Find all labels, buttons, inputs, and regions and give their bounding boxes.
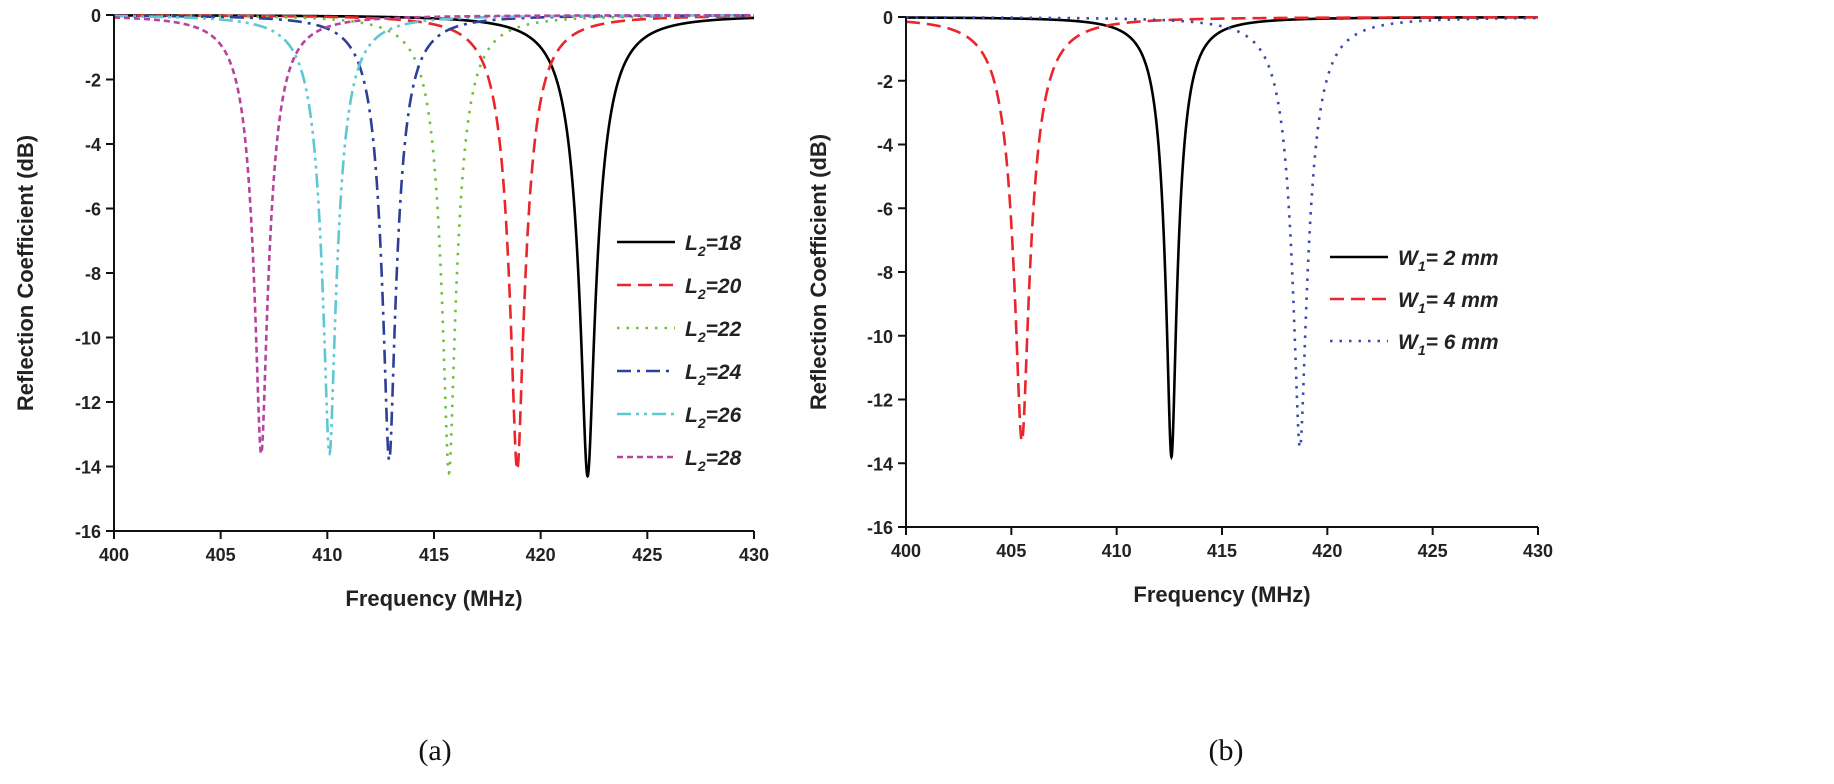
panel-caption: (b) bbox=[1209, 734, 1244, 767]
legend-label: L2=24 bbox=[685, 361, 742, 388]
series-line-W1-2-mm bbox=[906, 15, 1538, 461]
legend-sub: 1 bbox=[1418, 258, 1426, 274]
x-tick-label: 410 bbox=[1102, 541, 1132, 561]
series-line-L2-24 bbox=[114, 14, 754, 463]
y-tick-label: -6 bbox=[85, 200, 101, 220]
legend-label: L2=26 bbox=[685, 404, 742, 431]
legend-var: W bbox=[1398, 289, 1420, 312]
legend-rest: =28 bbox=[706, 447, 742, 470]
x-tick-label: 430 bbox=[1523, 541, 1553, 561]
y-tick-label: 0 bbox=[91, 6, 101, 26]
legend-rest: =24 bbox=[706, 361, 742, 384]
legend-label: L2=28 bbox=[685, 447, 742, 474]
x-tick-label: 425 bbox=[632, 545, 662, 565]
y-tick-label: -16 bbox=[75, 522, 101, 542]
legend-label: W1= 6 mm bbox=[1398, 331, 1499, 358]
x-tick-label: 415 bbox=[1207, 541, 1237, 561]
y-tick-label: -8 bbox=[85, 264, 101, 284]
y-tick-label: -4 bbox=[85, 135, 101, 155]
legend-var: L bbox=[685, 275, 698, 298]
legend-label: L2=20 bbox=[685, 275, 742, 302]
series-line-W1-4-mm bbox=[905, 15, 1538, 444]
y-tick-label: -12 bbox=[75, 393, 101, 413]
legend-var: L bbox=[685, 447, 698, 470]
x-tick-label: 420 bbox=[526, 545, 556, 565]
legend-var: L bbox=[685, 232, 698, 255]
series-line-L2-18 bbox=[114, 14, 755, 479]
series-line-L2-26 bbox=[114, 14, 755, 457]
legend-var: W bbox=[1398, 247, 1420, 270]
legend-sub: 2 bbox=[697, 458, 706, 474]
legend-sub: 1 bbox=[1418, 300, 1426, 316]
legend-var: L bbox=[685, 404, 698, 427]
y-tick-label: -8 bbox=[877, 263, 893, 283]
y-tick-label: -14 bbox=[75, 458, 101, 478]
legend-label: W1= 4 mm bbox=[1398, 289, 1499, 316]
legend-rest: = 6 mm bbox=[1426, 331, 1499, 354]
legend-sub: 1 bbox=[1418, 342, 1426, 358]
x-axis-label: Frequency (MHz) bbox=[1133, 582, 1310, 607]
x-tick-label: 405 bbox=[996, 541, 1026, 561]
x-axis-label: Frequency (MHz) bbox=[345, 586, 522, 611]
y-tick-label: -12 bbox=[867, 391, 893, 411]
y-tick-label: -2 bbox=[877, 72, 893, 92]
y-axis-label: Reflection Coefficient (dB) bbox=[806, 134, 831, 410]
series-line-W1-6-mm bbox=[906, 16, 1538, 450]
y-tick-label: 0 bbox=[883, 8, 893, 28]
legend-sub: 2 bbox=[697, 372, 706, 388]
legend-sub: 2 bbox=[697, 286, 706, 302]
x-tick-label: 430 bbox=[739, 545, 769, 565]
x-tick-label: 400 bbox=[99, 545, 129, 565]
y-tick-label: -10 bbox=[75, 329, 101, 349]
series-line-L2-22 bbox=[114, 14, 754, 476]
x-tick-label: 425 bbox=[1418, 541, 1448, 561]
x-tick-label: 420 bbox=[1312, 541, 1342, 561]
legend-sub: 2 bbox=[697, 415, 706, 431]
legend-rest: =26 bbox=[706, 404, 742, 427]
series-line-L2-28 bbox=[113, 13, 754, 457]
y-axis-label: Reflection Coefficient (dB) bbox=[13, 135, 38, 411]
legend-rest: = 4 mm bbox=[1426, 289, 1499, 312]
legend-sub: 2 bbox=[697, 243, 706, 259]
legend-var: W bbox=[1398, 331, 1420, 354]
y-tick-label: -10 bbox=[867, 327, 893, 347]
legend-label: W1= 2 mm bbox=[1398, 247, 1499, 274]
y-tick-label: -14 bbox=[867, 454, 893, 474]
legend-rest: =20 bbox=[706, 275, 742, 298]
y-tick-label: -4 bbox=[877, 136, 893, 156]
x-tick-label: 415 bbox=[419, 545, 449, 565]
legend-rest: = 2 mm bbox=[1426, 247, 1499, 270]
y-tick-label: -16 bbox=[867, 518, 893, 538]
x-tick-label: 405 bbox=[206, 545, 236, 565]
legend-var: L bbox=[685, 318, 698, 341]
legend-label: L2=22 bbox=[685, 318, 742, 345]
x-tick-label: 410 bbox=[312, 545, 342, 565]
x-tick-label: 400 bbox=[891, 541, 921, 561]
panel-caption: (a) bbox=[418, 734, 451, 767]
legend-rest: =18 bbox=[706, 232, 742, 255]
legend-rest: =22 bbox=[706, 318, 742, 341]
legend-sub: 2 bbox=[697, 329, 706, 345]
legend-label: L2=18 bbox=[685, 232, 742, 259]
y-tick-label: -6 bbox=[877, 199, 893, 219]
legend-var: L bbox=[685, 361, 698, 384]
y-tick-label: -2 bbox=[85, 71, 101, 91]
